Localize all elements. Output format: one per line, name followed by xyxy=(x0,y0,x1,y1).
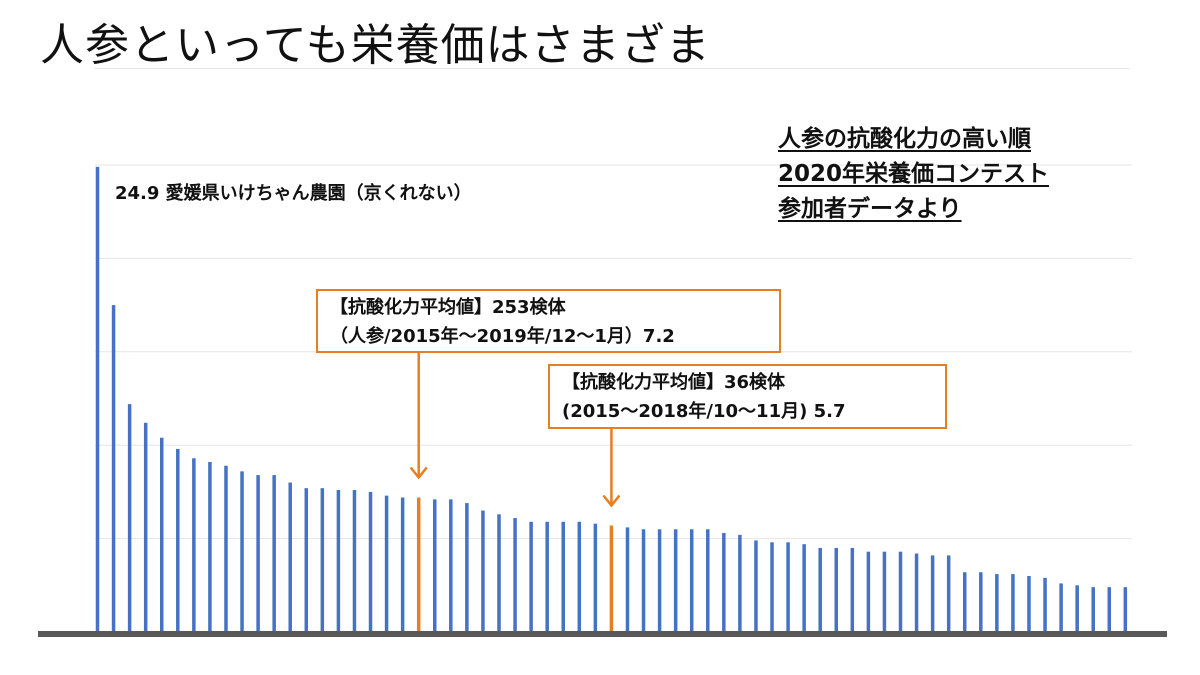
bar xyxy=(738,534,742,632)
bar xyxy=(433,499,437,632)
x-axis-baseline xyxy=(38,631,1167,637)
bar xyxy=(465,503,469,632)
bar xyxy=(850,547,855,632)
bar xyxy=(272,475,276,632)
bar xyxy=(946,555,951,632)
bar xyxy=(673,529,678,632)
bar xyxy=(962,572,967,632)
bar xyxy=(1011,574,1015,632)
bar xyxy=(336,490,341,632)
bar xyxy=(1091,587,1095,632)
bar xyxy=(529,521,533,632)
bar xyxy=(1059,583,1063,632)
bar xyxy=(192,458,196,632)
bar xyxy=(240,471,244,632)
callout-arrow-head xyxy=(409,466,428,480)
bar xyxy=(143,422,148,632)
bar xyxy=(706,529,710,632)
bar xyxy=(641,529,646,632)
bar xyxy=(914,553,919,632)
bar xyxy=(1027,575,1031,632)
note-line-2: 2020年栄養価コンテスト xyxy=(778,161,1050,187)
bar xyxy=(689,529,694,632)
bar xyxy=(95,166,100,633)
bar xyxy=(1123,587,1128,632)
chart-source-note: 人参の抗酸化力の高い順 2020年栄養価コンテスト 参加者データより xyxy=(778,122,1049,227)
callout-a-line-1: 【抗酸化力平均値】253検体 xyxy=(330,297,566,318)
bar xyxy=(802,544,806,632)
bar xyxy=(256,475,260,632)
callout-a-line-2: （人参/2015年～2019年/12～1月）7.2 xyxy=(330,326,675,347)
bar xyxy=(545,521,549,632)
bar xyxy=(481,510,485,632)
bar xyxy=(320,488,325,632)
bar xyxy=(159,437,164,632)
bar xyxy=(304,488,309,632)
bar xyxy=(866,551,871,632)
bar xyxy=(449,499,453,632)
bar xyxy=(625,527,630,632)
note-line-3: 参加者データより xyxy=(778,196,962,222)
bar xyxy=(176,448,180,632)
bar xyxy=(224,465,228,632)
page-title: 人参といっても栄養価はさまざま xyxy=(40,20,711,71)
bar xyxy=(786,542,790,632)
highlight-bar xyxy=(609,525,614,632)
bar xyxy=(497,514,501,632)
bar xyxy=(1075,585,1079,632)
bar xyxy=(288,482,292,632)
callout-arrows xyxy=(409,353,621,508)
bar xyxy=(352,490,357,632)
bar xyxy=(930,555,935,632)
bar xyxy=(577,521,582,632)
highlight-bar xyxy=(416,497,421,632)
bar xyxy=(818,547,822,632)
bar xyxy=(979,572,983,632)
bar xyxy=(754,540,758,632)
average-callout-2015-2019: 【抗酸化力平均値】253検体 （人参/2015年～2019年/12～1月）7.2 xyxy=(316,289,781,353)
bar-series xyxy=(95,166,1128,633)
bar xyxy=(127,404,132,632)
bar xyxy=(111,305,116,632)
bar xyxy=(995,574,999,632)
callout-b-line-1: 【抗酸化力平均値】36検体 xyxy=(562,372,786,393)
bar xyxy=(368,491,373,632)
callout-arrow-head xyxy=(602,494,621,508)
bar xyxy=(513,518,517,632)
bar xyxy=(1107,587,1112,632)
bar xyxy=(882,551,887,632)
bar xyxy=(1043,577,1047,632)
average-callout-2015-2018: 【抗酸化力平均値】36検体 (2015～2018年/10～11月) 5.7 xyxy=(548,364,947,429)
callout-b-line-2: (2015～2018年/10～11月) 5.7 xyxy=(562,401,846,422)
bar xyxy=(400,497,405,632)
bar xyxy=(898,551,903,632)
note-line-1: 人参の抗酸化力の高い順 xyxy=(778,126,1031,152)
top-bar-annotation: 24.9 愛媛県いけちゃん農園（京くれない） xyxy=(115,183,472,204)
bar xyxy=(834,547,839,632)
bar xyxy=(593,523,598,632)
title-divider xyxy=(95,68,1130,69)
bar xyxy=(770,542,774,632)
bar xyxy=(561,521,565,632)
bar xyxy=(208,462,212,632)
bar xyxy=(722,532,726,632)
bar xyxy=(384,495,389,632)
bar xyxy=(657,529,662,632)
